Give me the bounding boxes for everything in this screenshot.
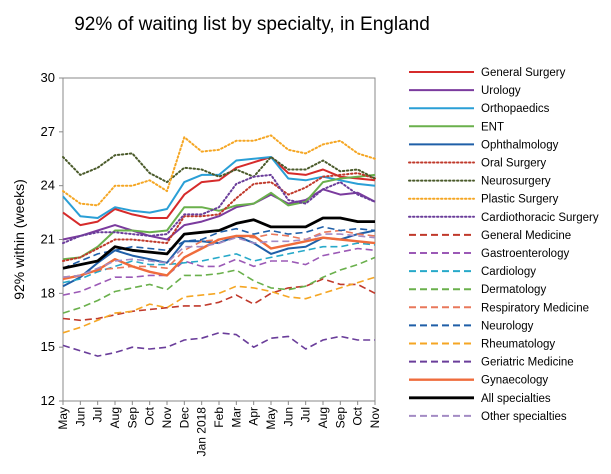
legend-label: Plastic Surgery [481,194,559,206]
x-tick-label: Nov [160,407,174,428]
legend-label: Dermatology [481,284,546,296]
y-axis-ticks: 12 15 18 21 24 27 30 [41,70,63,408]
series-line-neurosurgery [62,152,376,184]
series-line-cardiothoracic-surgery [62,173,376,245]
series-line-general-medicine [62,278,376,322]
x-tick-label: Nov [368,407,382,428]
legend-label: Cardiothoracic Surgery [481,212,599,224]
legend-label: Urology [481,85,521,97]
y-tick-label: 18 [41,285,55,300]
x-tick-label: Oct [143,406,157,425]
legend-label: Orthopaedics [481,103,550,115]
series-line-gastroenterology [62,247,376,296]
series-line-cardiology [62,242,376,284]
x-tick-label: Feb [212,407,226,428]
x-tick-label: Jun [281,407,295,426]
y-tick-label: 21 [41,232,55,247]
legend-label: Gastroenterology [481,248,569,260]
x-tick-label: Mar [229,407,243,428]
legend-label: ENT [481,121,504,133]
legend-label: Gynaecology [481,375,548,387]
x-tick-label: May [56,407,70,430]
series-line-oral-surgery [62,172,376,262]
y-tick-label: 12 [41,393,55,408]
x-tick-label: Jan 2018 [195,407,209,457]
series-line-ent [62,173,376,261]
x-tick-label: Jul [299,407,313,422]
series-line-geriatric-medicine [62,331,375,357]
legend: General Surgery Urology Orthopaedics ENT Oph… [408,67,599,423]
y-tick-label: 15 [41,339,55,354]
legend-label: Neurosurgery [481,176,551,188]
legend-label: All specialties [481,393,551,405]
x-tick-label: Oct [351,406,365,425]
series-line-rheumatology [62,276,376,334]
legend-label: Rheumatology [481,339,555,351]
x-tick-label: Dec [177,407,191,428]
series-lines [62,134,376,357]
series-line-neurology [62,226,376,269]
legend-label: Respiratory Medicine [481,302,589,314]
legend-label: General Surgery [481,67,566,79]
x-tick-label: Aug [316,407,330,428]
x-tick-label: Jul [91,407,105,422]
legend-label: Other specialties [481,411,567,423]
legend-label: Oral Surgery [481,158,546,170]
legend-label: Cardiology [481,266,536,278]
series-line-dermatology [62,256,376,314]
series-line-gynaecology [62,234,376,281]
series-line-all-specialties [62,216,375,270]
legend-label: Ophthalmology [481,139,559,151]
x-tick-label: Jun [73,407,87,426]
x-tick-label: Sep [125,407,139,429]
series-line-plastic-surgery [62,134,376,207]
chart-title: 92% of waiting list by specialty, in Eng… [74,14,430,35]
x-axis-ticks: May Jun Jul Aug Sep Oct Nov Dec Jan 2018 Feb Mar Ap… [56,401,382,456]
y-axis-label: 92% within (weeks) [11,179,27,300]
series-line-general-surgery [62,156,376,227]
series-line-other-specialties [62,233,376,278]
legend-label: General Medicine [481,230,571,242]
x-tick-label: Sep [333,407,347,429]
legend-label: Geriatric Medicine [481,357,574,369]
x-tick-label: May [264,407,278,430]
legend-label: Neurology [481,320,534,332]
y-tick-label: 24 [41,178,55,193]
y-tick-label: 27 [41,124,55,139]
y-tick-label: 30 [41,70,55,85]
x-tick-label: Aug [108,407,122,428]
x-tick-label: Apr [247,407,261,426]
